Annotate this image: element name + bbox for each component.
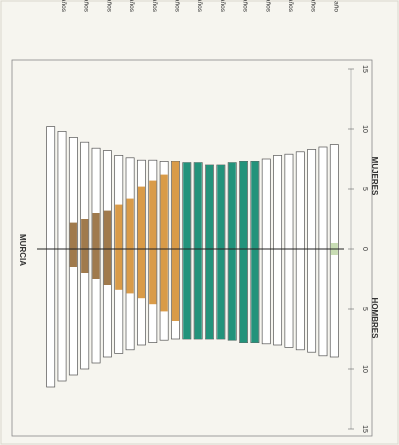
bar-fill-mujeres bbox=[205, 165, 214, 249]
bar-fill-hombres bbox=[251, 249, 259, 343]
bar-outline-mujeres bbox=[273, 155, 283, 250]
bar-outline-mujeres bbox=[261, 158, 271, 250]
bar-outline-hombres bbox=[273, 248, 283, 346]
bar-outline-hombres bbox=[261, 248, 271, 345]
bar-fill-mujeres bbox=[217, 165, 225, 249]
bar-fill-hombres bbox=[171, 249, 180, 321]
chart-title: MURCIA bbox=[18, 234, 27, 266]
age-label: 22 años bbox=[83, 0, 90, 13]
bar-fill-mujeres bbox=[251, 161, 259, 249]
bar-fill-hombres bbox=[115, 249, 123, 290]
bar-fill-mujeres bbox=[171, 161, 180, 249]
bar-fill-hombres bbox=[205, 249, 214, 339]
age-label: 16 años bbox=[151, 0, 158, 13]
age-label: 4 años bbox=[287, 0, 294, 13]
age-label: 2 años bbox=[310, 0, 317, 13]
bar-fill-hombres bbox=[160, 249, 168, 312]
age-label: 8 años bbox=[242, 0, 249, 13]
bar-outline-hombres bbox=[284, 248, 294, 348]
bar-fill-hombres bbox=[183, 249, 191, 339]
bar-fill-mujeres bbox=[69, 222, 77, 249]
bar-fill-hombres bbox=[92, 249, 100, 279]
bar-outline-hombres bbox=[295, 248, 305, 351]
age-label: < 1 año bbox=[332, 0, 339, 12]
age-label: 10 años bbox=[219, 0, 226, 13]
bar-outline-mujeres bbox=[295, 151, 305, 250]
bar-fill-hombres bbox=[330, 249, 338, 255]
bar-outline-mujeres bbox=[318, 146, 328, 250]
bar-fill-hombres bbox=[69, 249, 77, 267]
axis-titles: MURCIA HOMBRES MUJERES bbox=[18, 157, 379, 339]
bar-fill-mujeres bbox=[183, 162, 191, 249]
bar-fill-mujeres bbox=[160, 174, 168, 249]
bar-outline-hombres bbox=[318, 248, 328, 357]
bar-outline-mujeres bbox=[57, 131, 67, 250]
bar-fill-mujeres bbox=[194, 162, 202, 249]
age-label: 20 años bbox=[105, 0, 112, 13]
bar-fill-mujeres bbox=[126, 198, 134, 249]
bar-outline-hombres bbox=[57, 248, 67, 382]
value-tick-label: 0 bbox=[361, 247, 368, 251]
left-series-label: HOMBRES bbox=[370, 298, 379, 340]
bar-fill-hombres bbox=[137, 249, 146, 299]
bar-outline-mujeres bbox=[46, 126, 56, 250]
value-tick-label: 5 bbox=[361, 307, 368, 311]
bar-outline-mujeres bbox=[329, 144, 339, 250]
plot-frame bbox=[11, 59, 373, 437]
bar-fill-mujeres bbox=[149, 180, 157, 249]
bar-outline-mujeres bbox=[284, 153, 294, 250]
value-tick-label: 10 bbox=[361, 125, 368, 133]
age-label: 18 años bbox=[128, 0, 135, 13]
value-tick-label: 15 bbox=[361, 65, 368, 73]
bar-fill-hombres bbox=[194, 249, 202, 339]
bar-fill-mujeres bbox=[81, 219, 89, 249]
bar-outline-hombres bbox=[46, 248, 56, 388]
value-tick-label: 15 bbox=[361, 425, 368, 433]
bar-fill-mujeres bbox=[330, 243, 338, 249]
axis-ticks: 15 10 5 0 5 10 15 bbox=[348, 65, 368, 433]
bar-fill-mujeres bbox=[228, 162, 236, 249]
bar-fill-hombres bbox=[126, 249, 134, 294]
bar-fill-hombres bbox=[103, 249, 111, 285]
bar-fill-mujeres bbox=[92, 213, 100, 249]
bar-fill-mujeres bbox=[103, 210, 111, 249]
age-label: 6 años bbox=[264, 0, 271, 13]
age-labels: 24 años 22 años 20 años 18 años 16 años 14 añ… bbox=[60, 0, 339, 13]
bar-outline-hombres bbox=[307, 248, 317, 353]
bar-fill-mujeres bbox=[115, 204, 123, 249]
bar-outline-mujeres bbox=[307, 149, 317, 250]
bar-fill-hombres bbox=[81, 249, 89, 273]
plot-border bbox=[11, 59, 373, 437]
bar-fill-hombres bbox=[228, 249, 236, 341]
bar-fill-hombres bbox=[217, 249, 225, 339]
right-series-label: MUJERES bbox=[370, 157, 379, 196]
bar-outline-hombres bbox=[329, 248, 339, 358]
bar-fill-hombres bbox=[239, 249, 248, 343]
bar-fill-mujeres bbox=[239, 161, 248, 249]
age-label: 12 años bbox=[196, 0, 203, 13]
bar-fill-mujeres bbox=[137, 186, 146, 249]
age-label: 24 años bbox=[60, 0, 67, 13]
value-tick-label: 5 bbox=[361, 187, 368, 191]
age-label: 14 años bbox=[173, 0, 180, 13]
bar-outline-hombres bbox=[68, 248, 78, 376]
bars-layer bbox=[37, 126, 344, 388]
bar-fill-hombres bbox=[149, 249, 157, 305]
value-tick-label: 10 bbox=[361, 365, 368, 373]
